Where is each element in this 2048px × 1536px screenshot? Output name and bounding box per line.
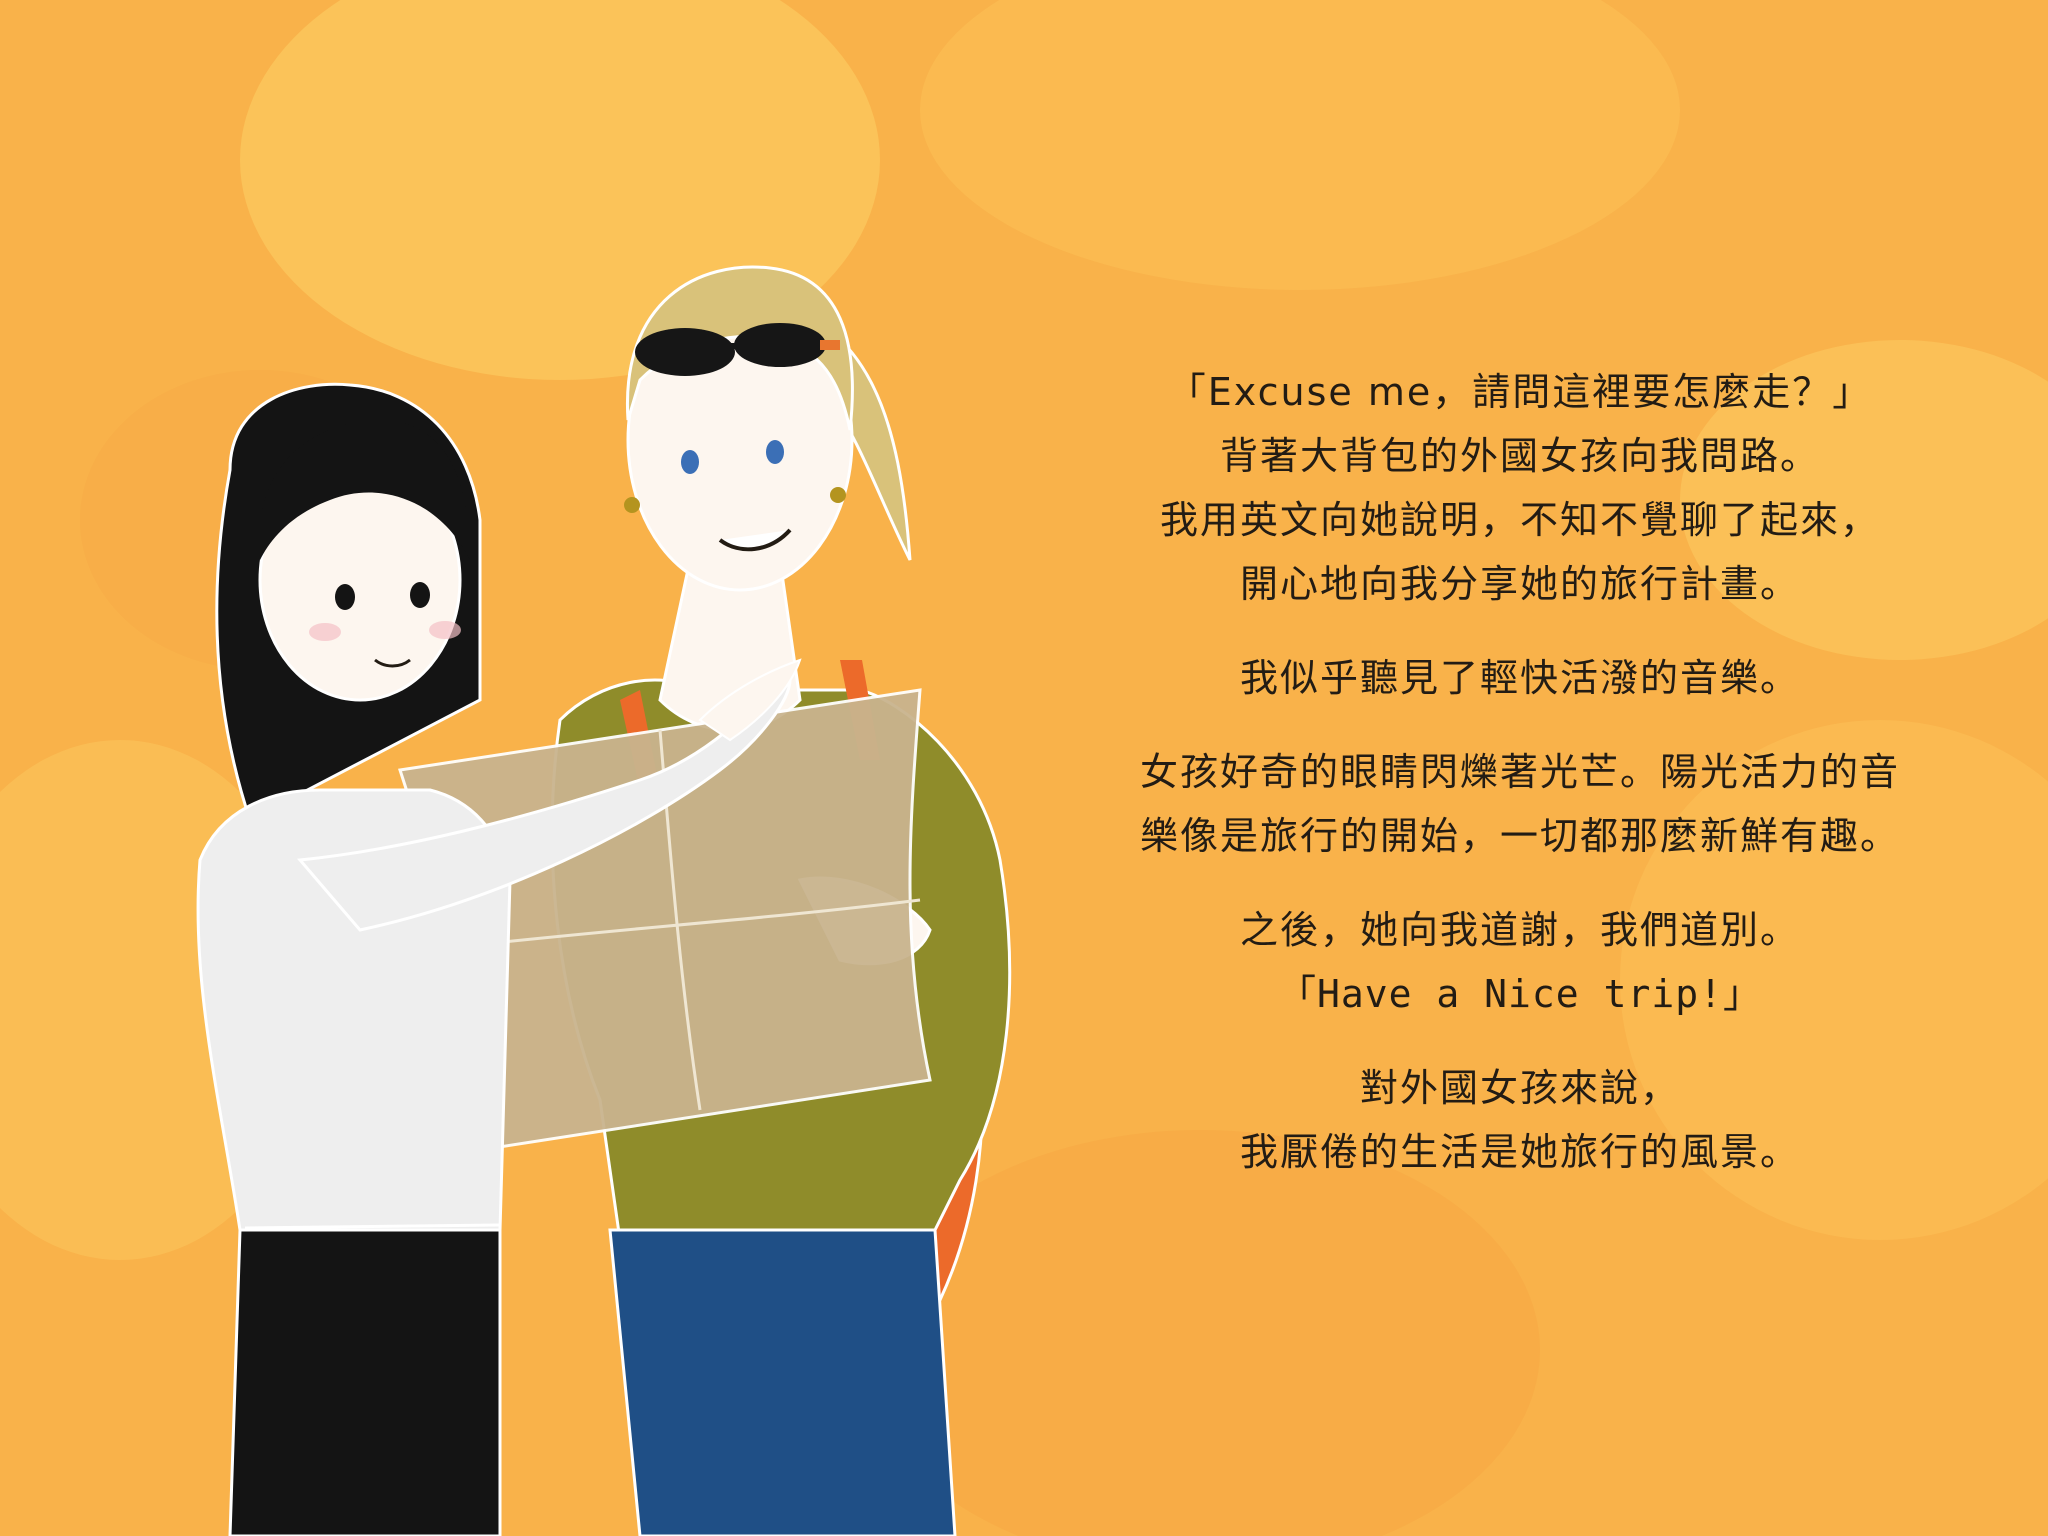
story-paragraph: 對外國女孩來說， 我厭倦的生活是她旅行的風景。 bbox=[1090, 1056, 1950, 1184]
story-line: 我用英文向她說明，不知不覺聊了起來， bbox=[1159, 498, 1880, 542]
story-line: 之後，她向我道謝，我們道別。 bbox=[1239, 908, 1800, 952]
story-line: 樂像是旅行的開始，一切都那麼新鮮有趣。 bbox=[1139, 814, 1900, 858]
story-line: 我厭倦的生活是她旅行的風景。 bbox=[1239, 1130, 1800, 1174]
story-line: 「Excuse me，請問這裡要怎麼走？」 bbox=[1167, 370, 1873, 414]
story-line: 女孩好奇的眼睛閃爍著光芒。陽光活力的音 bbox=[1139, 750, 1900, 794]
dark-haired-woman-illustration bbox=[196, 382, 802, 1536]
story-text: 「Excuse me，請問這裡要怎麼走？」 背著大背包的外國女孩向我問路。我用英文… bbox=[1090, 360, 1950, 1214]
story-paragraph: 之後，她向我道謝，我們道別。 「Have a Nice trip!」 bbox=[1090, 898, 1950, 1026]
sunglasses-icon bbox=[635, 323, 840, 376]
story-line: 對外國女孩來說， bbox=[1359, 1066, 1680, 1110]
story-line: 背著大背包的外國女孩向我問路。 bbox=[1219, 434, 1820, 478]
story-paragraph: 「Excuse me，請問這裡要怎麼走？」 背著大背包的外國女孩向我問路。我用英文… bbox=[1090, 360, 1950, 616]
story-line: 「Have a Nice trip!」 bbox=[1278, 972, 1762, 1016]
story-line: 開心地向我分享她的旅行計畫。 bbox=[1239, 562, 1800, 606]
story-line: 我似乎聽見了輕快活潑的音樂。 bbox=[1239, 656, 1800, 700]
story-paragraph: 我似乎聽見了輕快活潑的音樂。 bbox=[1090, 646, 1950, 710]
story-paragraph: 女孩好奇的眼睛閃爍著光芒。陽光活力的音 樂像是旅行的開始，一切都那麼新鮮有趣。 bbox=[1090, 740, 1950, 868]
